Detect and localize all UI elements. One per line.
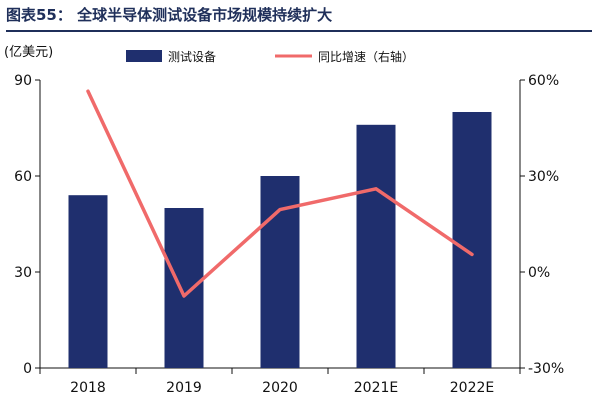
right-tick-label: 0% <box>528 265 550 281</box>
x-tick-label: 2021E <box>354 380 398 396</box>
left-tick-label: 0 <box>23 361 32 377</box>
x-tick-label: 2019 <box>166 380 202 396</box>
title-rule <box>6 30 592 32</box>
legend-label-bars: 测试设备 <box>168 49 216 64</box>
right-tick-label: 30% <box>528 169 559 185</box>
left-tick-label: 90 <box>14 73 32 89</box>
right-tick-label: 60% <box>528 73 559 89</box>
bar <box>260 176 300 368</box>
chart-title: 图表55： 全球半导体测试设备市场规模持续扩大 <box>6 6 333 24</box>
bar <box>164 208 204 368</box>
y-left-unit: (亿美元) <box>4 45 53 60</box>
x-tick-label: 2020 <box>262 380 298 396</box>
bar-series <box>68 112 492 368</box>
legend: 测试设备 同比增速（右轴） <box>126 49 414 64</box>
left-tick-label: 60 <box>14 169 32 185</box>
left-tick-label: 30 <box>14 265 32 281</box>
x-tick-label: 2022E <box>450 380 494 396</box>
right-axis: -30% 0% 30% 60% <box>519 73 564 377</box>
right-tick-label: -30% <box>528 361 564 377</box>
legend-swatch-bars <box>126 50 162 62</box>
line-series <box>86 89 474 298</box>
legend-label-line: 同比增速（右轴） <box>318 49 414 64</box>
x-tick-label: 2018 <box>70 380 106 396</box>
left-axis: 0 30 60 90 <box>14 73 41 377</box>
bar <box>452 112 492 368</box>
x-axis: 2018 2019 2020 2021E 2022E <box>39 367 521 396</box>
bar <box>68 195 108 368</box>
bar <box>356 124 396 368</box>
